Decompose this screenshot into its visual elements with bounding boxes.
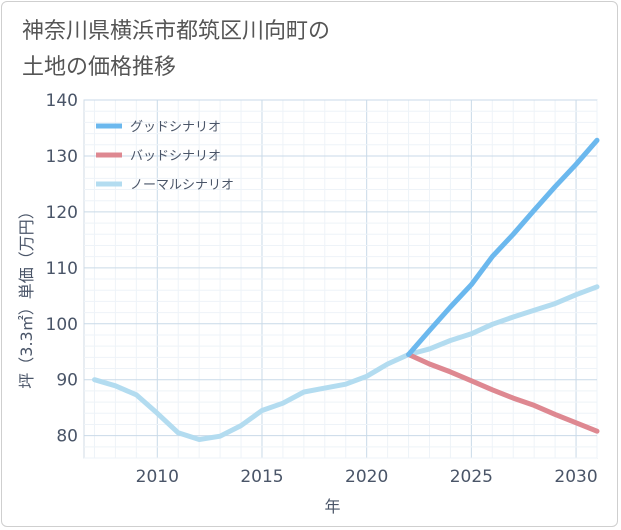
x-tick-label: 2020 <box>345 467 388 487</box>
axes: 80 90 100 110 120 130 140 2010 2015 2020 2025 2030 年… <box>17 91 598 516</box>
y-axis-label: 坪（3.3㎡）単価（万円） <box>17 203 36 388</box>
chart-title: 神奈川県横浜市都筑区川向町の 土地の価格推移 <box>22 14 330 86</box>
x-tick-label: 2025 <box>450 467 493 487</box>
x-tick-label: 2010 <box>136 467 179 487</box>
series-line-bad <box>406 352 600 434</box>
series-line-good <box>406 137 600 357</box>
legend-label: ノーマルシナリオ <box>130 178 234 193</box>
series-lines <box>92 137 600 442</box>
x-tick-label: 2015 <box>240 467 283 487</box>
y-tick-label: 90 <box>56 371 78 391</box>
y-tick-label: 140 <box>46 91 78 111</box>
x-tick-label: 2030 <box>554 467 597 487</box>
y-tick-label: 130 <box>46 147 78 167</box>
y-tick-label: 100 <box>46 315 78 335</box>
chart-title-line1: 神奈川県横浜市都筑区川向町の <box>22 19 331 44</box>
legend-label: バッドシナリオ <box>130 149 221 164</box>
y-tick-label: 120 <box>46 203 78 223</box>
legend-label: グッドシナリオ <box>130 120 221 135</box>
chart-title-line2: 土地の価格推移 <box>22 55 177 80</box>
series-line-normal <box>92 284 600 442</box>
y-tick-label: 110 <box>46 259 78 279</box>
y-tick-label: 80 <box>56 427 78 447</box>
x-axis-label: 年 <box>324 497 340 516</box>
